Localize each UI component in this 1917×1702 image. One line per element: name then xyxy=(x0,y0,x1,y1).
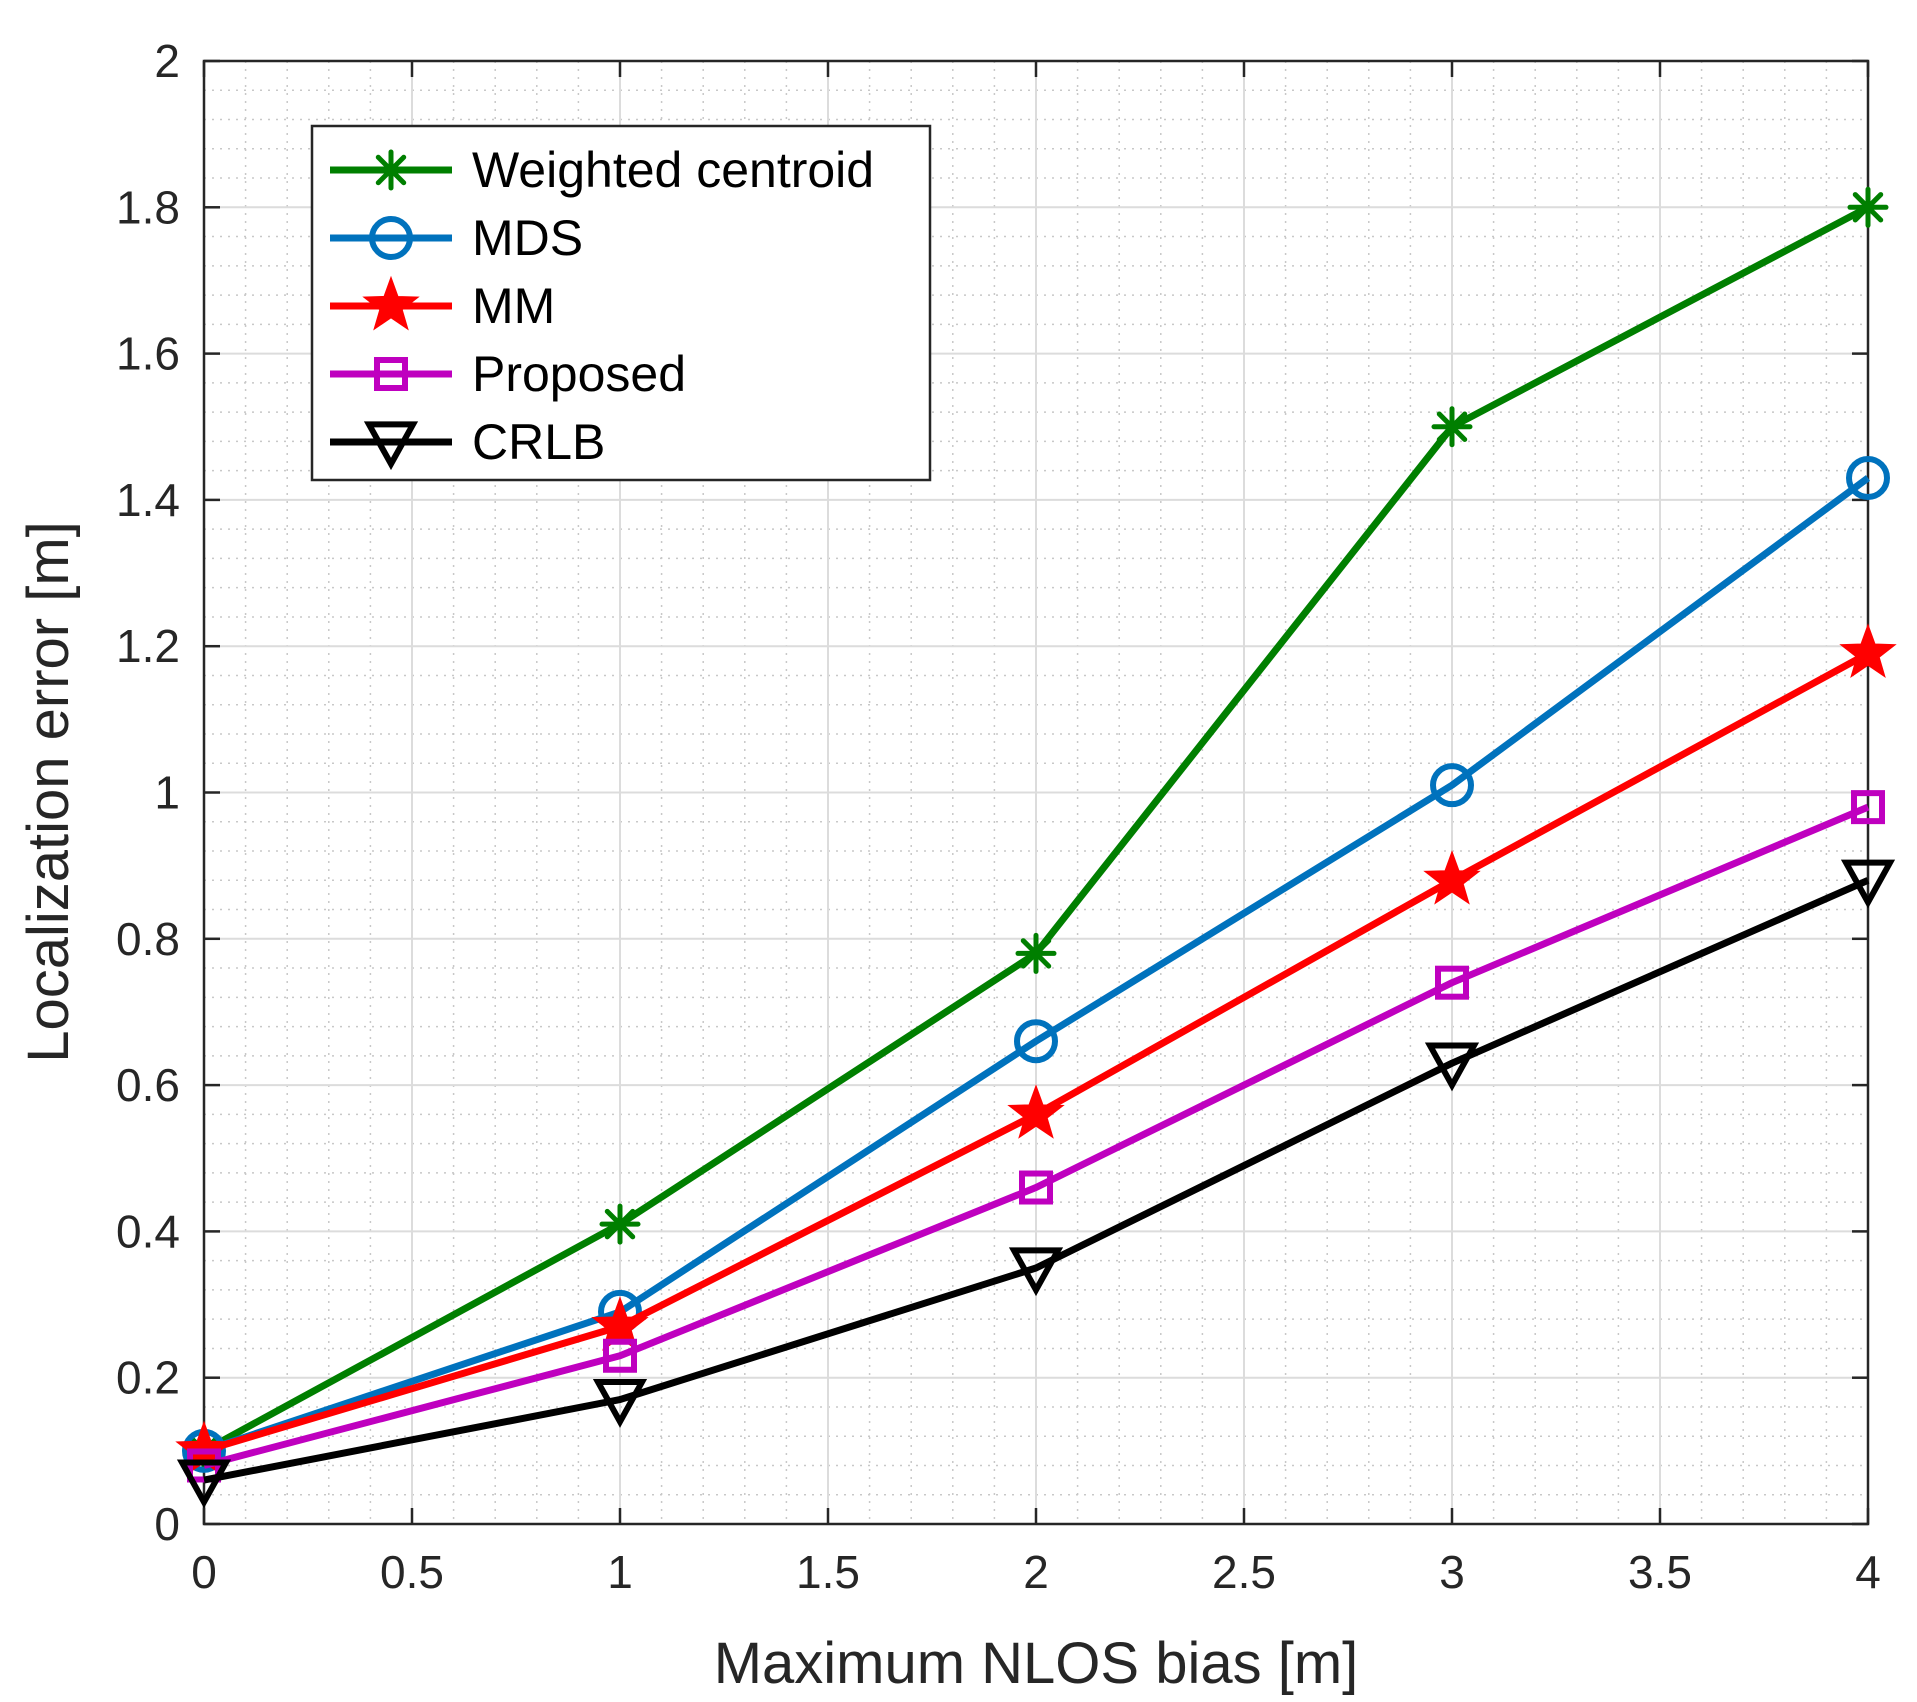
data-point xyxy=(1851,790,1885,825)
x-tick-label: 1 xyxy=(607,1546,633,1598)
x-tick-label: 1.5 xyxy=(796,1546,860,1598)
data-point xyxy=(1430,763,1474,808)
x-tick-label: 2 xyxy=(1023,1546,1049,1598)
y-tick-label: 1.8 xyxy=(116,181,180,233)
legend-marker xyxy=(374,357,408,391)
y-tick-label: 0.2 xyxy=(116,1352,180,1404)
data-point xyxy=(603,1338,637,1373)
data-point xyxy=(1431,406,1473,448)
series-layer xyxy=(175,186,1897,1509)
y-tick-labels: 0 0.2 0.4 0.6 0.8 1 1.2 1.4 1.6 1.8 2 xyxy=(116,35,180,1550)
legend: Weighted centroid MDS MM Proposed CRLB xyxy=(310,124,932,482)
legend-marker xyxy=(370,149,412,191)
x-tick-label: 3 xyxy=(1439,1546,1465,1598)
series-line xyxy=(203,877,1870,1484)
x-tick-label: 2.5 xyxy=(1212,1546,1276,1598)
legend-label: MM xyxy=(472,278,555,334)
series-4 xyxy=(176,859,1896,1509)
legend-label: Weighted centroid xyxy=(472,142,874,198)
series-0 xyxy=(183,186,1889,1472)
x-tick-labels: 0 0.5 1 1.5 2 2.5 3 3.5 4 xyxy=(191,1546,1881,1598)
series-line xyxy=(203,803,1870,1469)
legend-marker xyxy=(362,275,420,331)
legend-item: Proposed xyxy=(330,346,686,402)
data-point xyxy=(1008,1247,1064,1297)
data-point xyxy=(1014,1019,1058,1064)
x-tick-label: 0 xyxy=(191,1546,217,1598)
x-tick-label: 4 xyxy=(1855,1546,1881,1598)
y-tick-label: 2 xyxy=(154,35,180,87)
y-tick-label: 1.6 xyxy=(116,328,180,380)
legend-label: CRLB xyxy=(472,414,605,470)
y-tick-label: 1.4 xyxy=(116,474,180,526)
data-point xyxy=(1015,932,1057,974)
x-tick-label: 3.5 xyxy=(1628,1546,1692,1598)
y-tick-label: 0.6 xyxy=(116,1059,180,1111)
legend-item: MDS xyxy=(330,210,583,266)
legend-label: MDS xyxy=(472,210,583,266)
data-point xyxy=(1839,623,1897,678)
data-point xyxy=(1423,850,1481,905)
data-point xyxy=(592,1379,648,1428)
x-tick-label: 0.5 xyxy=(380,1546,444,1598)
data-point xyxy=(1007,1084,1065,1139)
data-point xyxy=(1435,965,1469,1000)
legend-item: MM xyxy=(330,275,555,334)
axis-ticks xyxy=(202,59,1870,1526)
data-point xyxy=(1840,859,1896,909)
y-tick-label: 1 xyxy=(154,767,180,819)
legend-marker xyxy=(363,421,419,471)
data-point xyxy=(1424,1042,1480,1092)
data-point xyxy=(1847,186,1889,228)
x-axis-label: Maximum NLOS bias [m] xyxy=(714,1631,1359,1696)
data-point xyxy=(1019,1170,1053,1205)
data-point xyxy=(591,1296,649,1351)
data-point xyxy=(1846,455,1890,500)
legend-item: Weighted centroid xyxy=(330,142,874,198)
legend-label: Proposed xyxy=(472,346,686,402)
legend-marker xyxy=(369,216,413,260)
legend-item: CRLB xyxy=(330,414,605,471)
y-axis-label: Localization error [m] xyxy=(16,521,81,1063)
series-2 xyxy=(175,623,1897,1476)
series-line xyxy=(202,475,1871,1455)
y-tick-label: 0.4 xyxy=(116,1205,180,1257)
y-tick-label: 0.8 xyxy=(116,913,180,965)
y-tick-label: 0 xyxy=(154,1498,180,1550)
y-tick-label: 1.2 xyxy=(116,620,180,672)
data-point xyxy=(599,1203,641,1245)
data-point xyxy=(176,1459,232,1509)
